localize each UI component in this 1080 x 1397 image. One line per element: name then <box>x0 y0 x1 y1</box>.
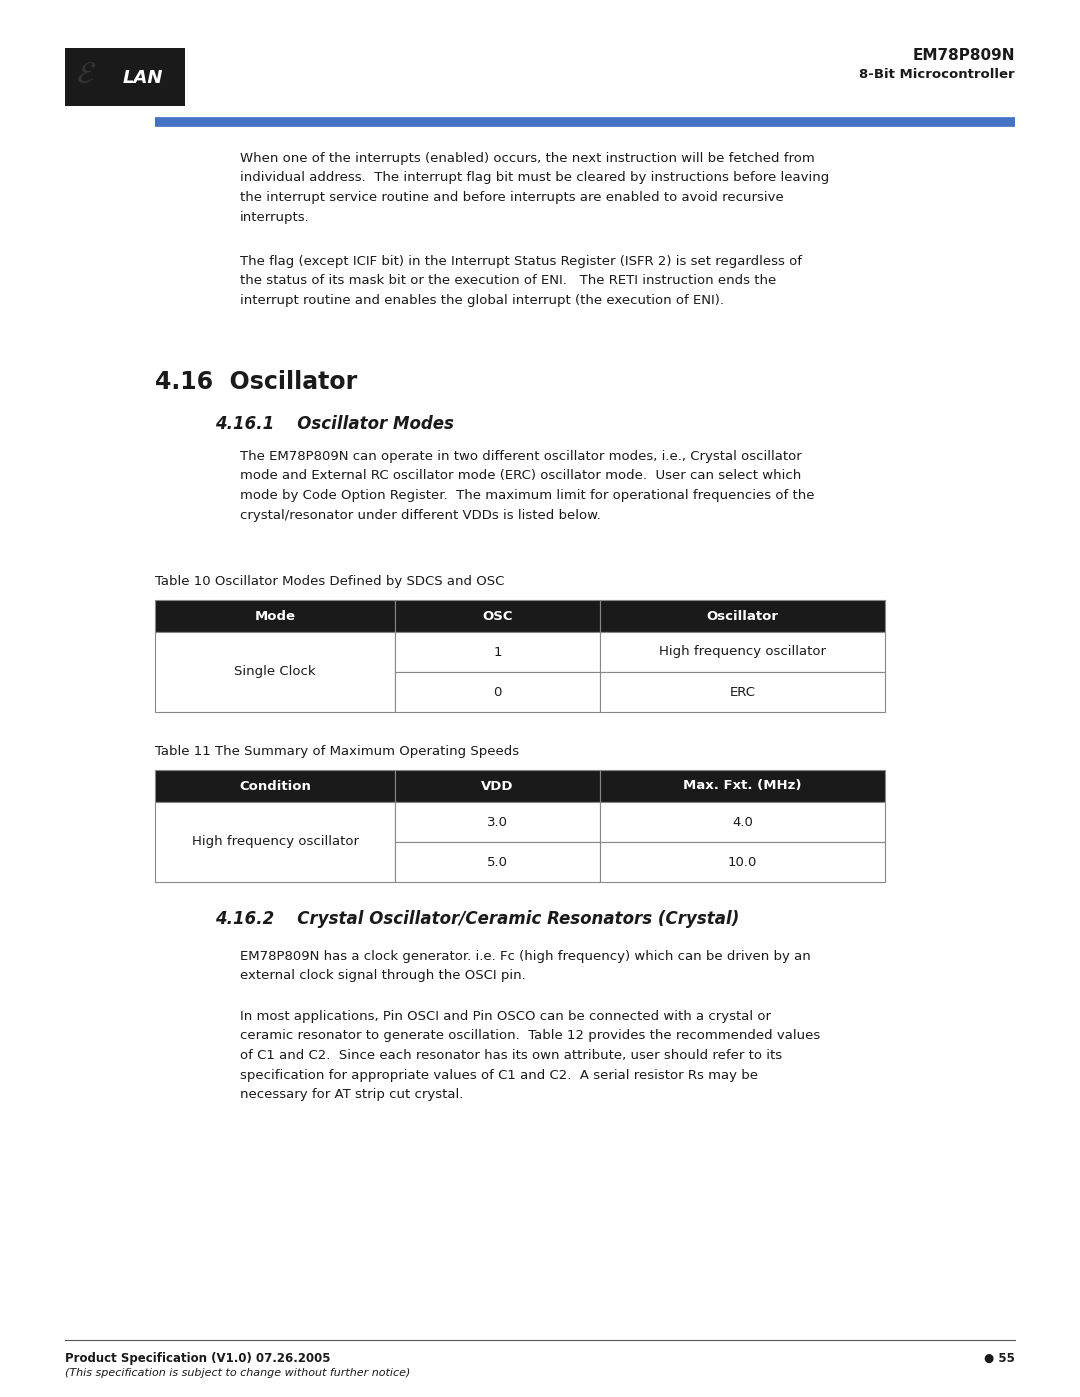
Text: 1: 1 <box>494 645 502 658</box>
Bar <box>395 599 600 631</box>
Text: 8-Bit Microcontroller: 8-Bit Microcontroller <box>860 68 1015 81</box>
Text: Table 10 Oscillator Modes Defined by SDCS and OSC: Table 10 Oscillator Modes Defined by SDC… <box>156 576 504 588</box>
Bar <box>156 802 395 882</box>
Text: 4.16.2    Crystal Oscillator/Ceramic Resonators (Crystal): 4.16.2 Crystal Oscillator/Ceramic Resona… <box>215 909 740 928</box>
Bar <box>65 47 185 106</box>
Text: VDD: VDD <box>482 780 514 792</box>
Text: 4.16  Oscillator: 4.16 Oscillator <box>156 370 357 394</box>
Bar <box>156 631 395 712</box>
Text: ● 55: ● 55 <box>984 1352 1015 1365</box>
Bar <box>395 802 600 842</box>
Text: 4.16.1    Oscillator Modes: 4.16.1 Oscillator Modes <box>215 415 454 433</box>
Text: (This specification is subject to change without further notice): (This specification is subject to change… <box>65 1368 410 1377</box>
Bar <box>156 599 395 631</box>
Bar <box>395 842 600 882</box>
Bar <box>600 770 885 802</box>
Text: High frequency oscillator: High frequency oscillator <box>191 835 359 848</box>
Text: High frequency oscillator: High frequency oscillator <box>659 645 826 658</box>
Bar <box>600 631 885 672</box>
Bar <box>600 842 885 882</box>
Text: $\mathcal{E}$: $\mathcal{E}$ <box>77 60 97 88</box>
Text: Mode: Mode <box>255 609 296 623</box>
Bar <box>600 672 885 712</box>
Text: 5.0: 5.0 <box>487 855 508 869</box>
Text: 3.0: 3.0 <box>487 816 508 828</box>
Text: In most applications, Pin OSCI and Pin OSCO can be connected with a crystal or
c: In most applications, Pin OSCI and Pin O… <box>240 1010 820 1101</box>
Text: The flag (except ICIF bit) in the Interrupt Status Register (ISFR 2) is set rega: The flag (except ICIF bit) in the Interr… <box>240 256 802 307</box>
Bar <box>395 672 600 712</box>
Bar <box>395 770 600 802</box>
Bar <box>600 599 885 631</box>
Text: LAN: LAN <box>123 70 163 87</box>
Text: 0: 0 <box>494 686 502 698</box>
Bar <box>395 631 600 672</box>
Text: ERC: ERC <box>729 686 756 698</box>
Text: Product Specification (V1.0) 07.26.2005: Product Specification (V1.0) 07.26.2005 <box>65 1352 330 1365</box>
Text: OSC: OSC <box>483 609 513 623</box>
Text: EM78P809N: EM78P809N <box>913 47 1015 63</box>
Text: Oscillator: Oscillator <box>706 609 779 623</box>
Text: Single Clock: Single Clock <box>234 665 315 679</box>
Text: Max. Fxt. (MHz): Max. Fxt. (MHz) <box>684 780 801 792</box>
Bar <box>600 802 885 842</box>
Text: The EM78P809N can operate in two different oscillator modes, i.e., Crystal oscil: The EM78P809N can operate in two differe… <box>240 450 814 521</box>
Text: 10.0: 10.0 <box>728 855 757 869</box>
Text: 4.0: 4.0 <box>732 816 753 828</box>
Text: EM78P809N has a clock generator. i.e. Fc (high frequency) which can be driven by: EM78P809N has a clock generator. i.e. Fc… <box>240 950 811 982</box>
Text: When one of the interrupts (enabled) occurs, the next instruction will be fetche: When one of the interrupts (enabled) occ… <box>240 152 829 224</box>
Text: Condition: Condition <box>239 780 311 792</box>
Bar <box>156 770 395 802</box>
Text: Table 11 The Summary of Maximum Operating Speeds: Table 11 The Summary of Maximum Operatin… <box>156 745 519 759</box>
